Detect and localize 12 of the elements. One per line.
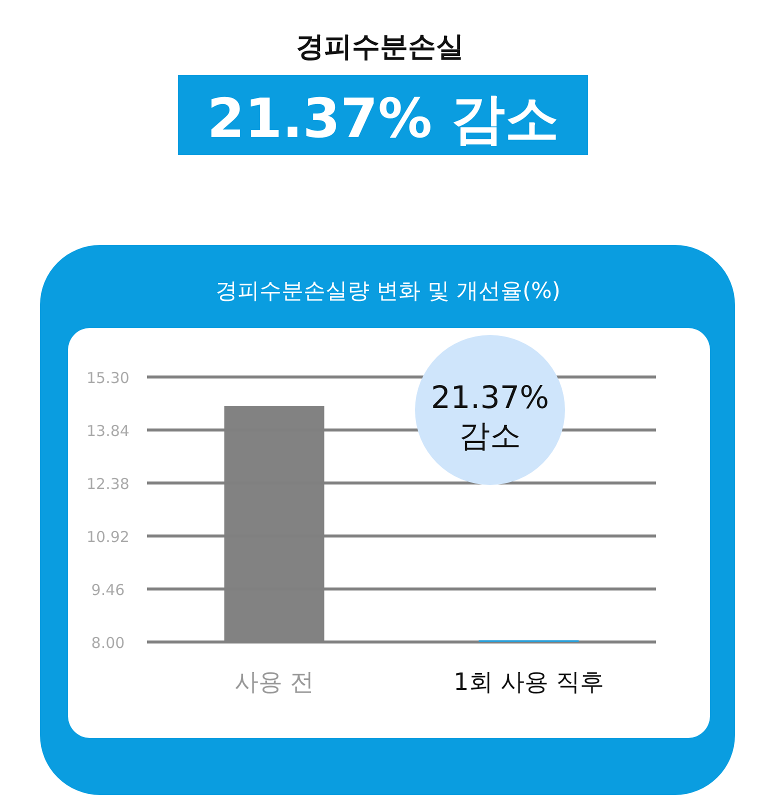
annotation: 21.37% 감소	[430, 380, 550, 454]
x-tick-label: 1회 사용 직후	[453, 668, 604, 696]
y-tick-label: 9.46	[91, 581, 125, 599]
chart-title: 경피수분손실	[296, 30, 464, 63]
y-tick-label: 12.38	[86, 475, 130, 493]
text: 경피수분손실량 변화 및 개선율(%)	[215, 279, 561, 304]
x-tick-label: 사용 전	[234, 668, 314, 696]
y-tick-label: 15.30	[86, 369, 130, 387]
y-tick-label: 13.84	[86, 422, 130, 440]
y-tick-label: 8.00	[91, 634, 125, 652]
y-tick-label: 10.92	[86, 528, 130, 546]
chart-subtitle: 21.37% 감소	[207, 87, 559, 150]
